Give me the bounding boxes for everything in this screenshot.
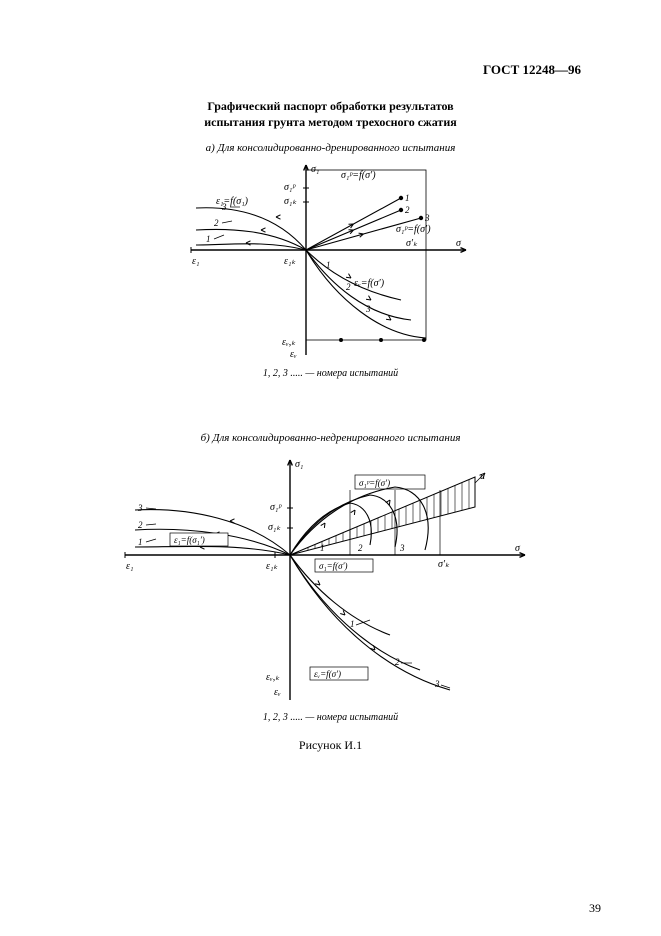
title-line-1: Графический паспорт обработки результато… [207,99,453,113]
svg-text:3: 3 [424,213,430,223]
svg-text:1: 1 [350,619,355,629]
page-number: 39 [589,901,601,916]
svg-text:2: 2 [358,543,363,553]
svg-text:ε₁: ε₁ [192,256,199,267]
svg-text:2: 2 [138,520,143,530]
figure-label: Рисунок И.1 [0,738,661,753]
tests-caption-a: 1, 2, 3 ..... — номера испытаний [0,368,661,379]
svg-text:σ₁ᵖ: σ₁ᵖ [284,182,296,193]
title-line-2: испытания грунта методом трехосного сжат… [204,115,456,129]
svg-text:2: 2 [214,218,219,228]
svg-text:εᵥ=f(σ′): εᵥ=f(σ′) [314,669,341,679]
svg-text:σ′ₖ: σ′ₖ [406,238,418,249]
svg-text:εᵥ: εᵥ [274,687,281,698]
subcaption-b: б) Для консолидированно-недренированного… [0,432,661,444]
svg-text:σ₁ᵖ=f(σ′): σ₁ᵖ=f(σ′) [359,478,390,488]
svg-text:3: 3 [399,543,405,553]
svg-text:σ₁ₖ: σ₁ₖ [284,196,297,207]
svg-text:2: 2 [346,282,351,292]
svg-text:εᵥ=f(σ′): εᵥ=f(σ′) [354,278,385,289]
diagram-a: σ₁σε₁ε₁ₖεᵥ,ₖεᵥσ₁ᵖσ₁ₖσ′ₖ123ε₁=f(σ₁)123σ₁ᵖ… [186,160,476,360]
svg-text:σ′ₖ: σ′ₖ [438,559,450,570]
svg-text:ε₁=f(σ₁′): ε₁=f(σ₁′) [174,535,205,545]
svg-text:3: 3 [365,304,371,314]
svg-text:σ₁ₖ: σ₁ₖ [268,522,281,533]
doc-header: ГОСТ 12248—96 [483,62,581,78]
svg-text:2: 2 [395,657,400,667]
svg-text:1: 1 [326,260,331,270]
svg-text:σ₁: σ₁ [295,459,303,470]
tests-caption-b: 1, 2, 3 ..... — номера испытаний [0,712,661,723]
svg-text:εᵥ,ₖ: εᵥ,ₖ [266,672,280,683]
svg-text:ε₁=f(σ₁): ε₁=f(σ₁) [216,196,249,207]
svg-text:1: 1 [138,537,143,547]
page-title: Графический паспорт обработки результато… [0,98,661,130]
svg-text:σ₁ᵖ=f(σ′): σ₁ᵖ=f(σ′) [341,170,376,181]
svg-text:3: 3 [434,679,440,689]
svg-text:εᵥ: εᵥ [290,349,297,360]
svg-text:ε₁ₖ: ε₁ₖ [266,561,278,572]
svg-text:1: 1 [320,543,325,553]
svg-text:σ₁=f(σ′): σ₁=f(σ′) [319,561,348,571]
svg-text:εᵥ,ₖ: εᵥ,ₖ [282,337,296,348]
subcaption-a: а) Для консолидированно-дренированного и… [0,142,661,154]
svg-text:σ₁: σ₁ [311,164,319,175]
svg-text:3: 3 [137,503,143,513]
svg-text:ε₁ₖ: ε₁ₖ [284,256,296,267]
svg-text:2: 2 [405,205,410,215]
svg-text:1: 1 [405,193,410,203]
svg-text:ε₁: ε₁ [126,561,133,572]
svg-text:σ₁ᵖ=f(σ′): σ₁ᵖ=f(σ′) [396,224,431,235]
diagram-b: σ₁σε₁ε₁ₖεᵥ,ₖεᵥσ₁ᵖσ₁ₖuσ₁ᵖ=f(σ′)σ′ₖ123ε₁=f… [120,455,540,705]
svg-text:1: 1 [206,234,211,244]
svg-text:u: u [480,471,485,482]
svg-text:σ₁ᵖ: σ₁ᵖ [270,502,282,513]
